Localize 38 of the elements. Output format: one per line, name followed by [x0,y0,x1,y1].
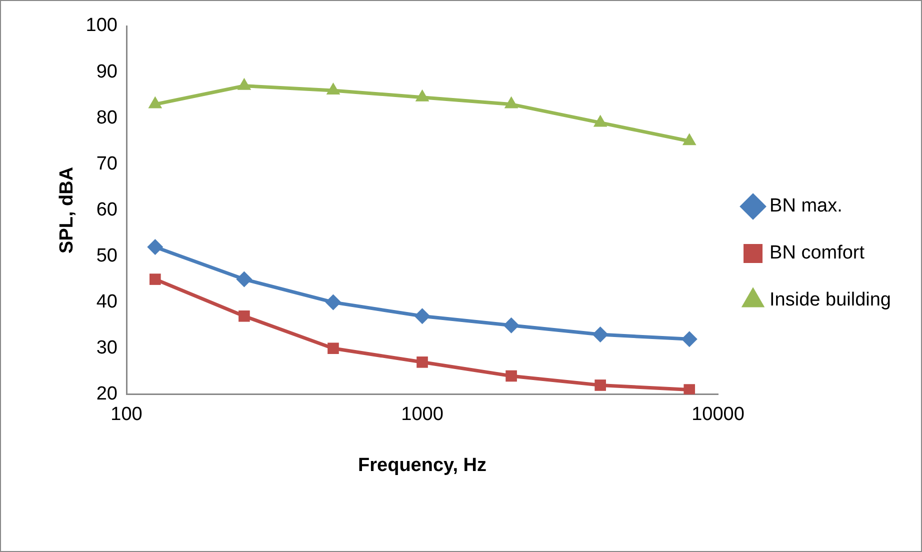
y-tick-label: 80 [96,107,118,128]
point [593,114,608,127]
point [237,78,252,90]
point [150,274,161,285]
x-tick-label: 1000 [401,404,444,426]
point [682,133,696,146]
point [594,380,606,391]
point [684,384,696,394]
x-tick-label: 10000 [692,404,744,426]
point [236,271,252,288]
y-tick-label: 60 [96,199,118,220]
x-axis-title: Frequency, Hz [358,454,486,476]
y-tick-label: 20 [96,384,118,405]
point [414,308,430,324]
legend-label: BN max. [770,196,842,217]
y-tick-label: 90 [96,61,118,82]
point [415,89,430,102]
point [503,317,520,334]
legend-label: BN comfort [770,242,866,264]
point [592,326,608,343]
y-tick-label: 50 [96,245,118,266]
point [681,331,698,348]
point [328,342,339,354]
point [506,370,517,382]
y-tick-label: 100 [86,15,118,36]
y-tick-label: 40 [96,292,118,313]
point [416,356,428,368]
point [325,294,342,310]
legend-label: Inside building [770,290,892,311]
point [148,96,162,108]
y-tick-label: 70 [96,153,118,174]
point [147,239,164,256]
point [326,82,340,94]
x-tick-label: 100 [110,404,142,426]
y-axis-title: SPL, dBA [56,166,78,254]
point [504,96,518,108]
y-tick-label: 30 [96,338,118,359]
point [238,310,250,322]
